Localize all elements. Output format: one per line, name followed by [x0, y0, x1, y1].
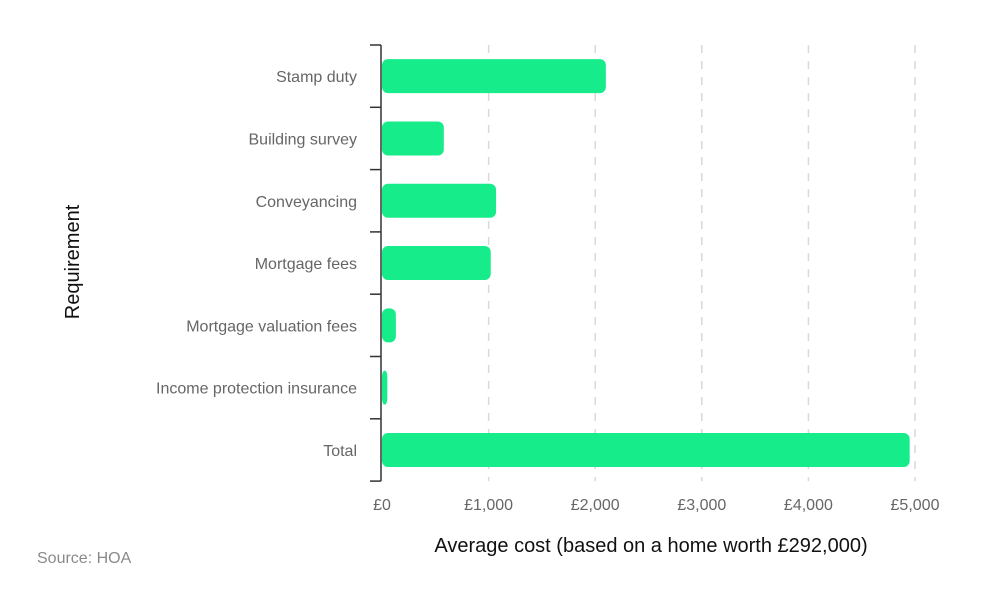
category-label: Mortgage valuation fees: [186, 318, 357, 335]
category-label: Mortgage fees: [255, 256, 357, 273]
x-tick-label: £1,000: [464, 497, 513, 514]
category-ticks: [370, 44, 381, 482]
x-tick-labels: £0 £1,000 £2,000 £3,000 £4,000 £5,000: [373, 497, 939, 514]
bar: [382, 59, 606, 94]
y-axis-title: Requirement: [62, 204, 84, 319]
bar: [382, 246, 491, 281]
x-tick-label: £2,000: [571, 497, 620, 514]
category-label: Stamp duty: [276, 69, 357, 86]
bar: [382, 183, 497, 218]
bar: [382, 308, 396, 343]
x-tick-label: £4,000: [784, 497, 833, 514]
x-axis-title: Average cost (based on a home worth £292…: [434, 535, 867, 557]
category-label: Building survey: [249, 131, 358, 148]
x-tick-label: £5,000: [891, 497, 940, 514]
bar: [382, 121, 444, 156]
gridlines: [487, 45, 916, 482]
category-label: Income protection insurance: [156, 381, 357, 398]
bar: [382, 370, 388, 405]
source-note: Source: HOA: [37, 550, 132, 567]
x-tick-label: £0: [373, 497, 391, 514]
category-label: Conveyancing: [256, 194, 357, 211]
category-label: Total: [323, 443, 357, 460]
x-tick-label: £3,000: [677, 497, 726, 514]
category-labels: Stamp duty Building survey Conveyancing Mor…: [156, 69, 357, 460]
bar: [382, 432, 910, 467]
bars: [382, 59, 910, 467]
